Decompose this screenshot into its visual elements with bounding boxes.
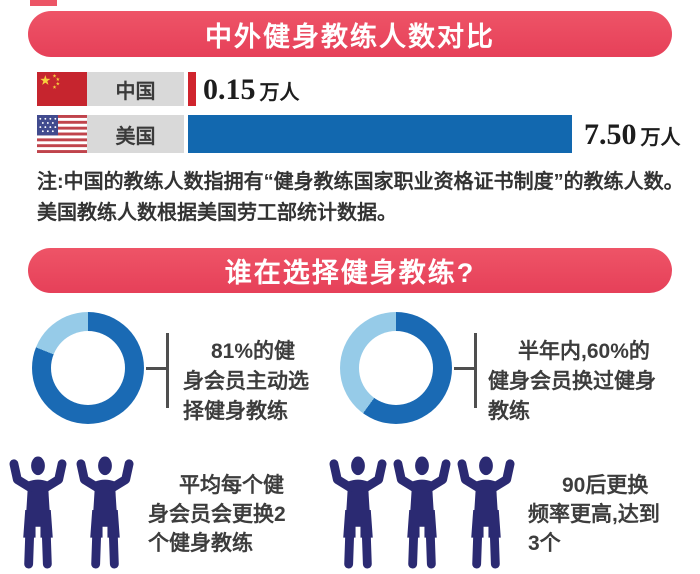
connector-line	[454, 367, 474, 370]
caption-line: 个健身教练	[148, 532, 253, 555]
country-label-usa: 美国	[87, 115, 184, 153]
section1-title-banner: 中外健身教练人数对比	[28, 11, 672, 57]
usa-bar	[188, 115, 572, 153]
section1-title: 中外健身教练人数对比	[205, 21, 495, 52]
flexing-man-icon	[9, 456, 67, 569]
caption-line: 3个	[528, 532, 561, 555]
usa-value: 7.50 万人	[584, 115, 681, 153]
connector-line	[166, 333, 169, 408]
connector-line	[474, 333, 477, 408]
caption-line: 90后更换	[562, 474, 649, 497]
caption-line: 频率更高,达到	[528, 503, 660, 526]
flexing-man-icon	[76, 456, 134, 569]
donut-chart-60-percent	[340, 312, 452, 424]
flexing-man-icon	[393, 456, 451, 569]
figures-right-caption: 90后更换 频率更高,达到 3个	[528, 471, 680, 558]
china-value: 0.15 万人	[203, 72, 300, 106]
caption-line: 择健身教练	[183, 400, 288, 423]
caption-line: 半年内,60%的	[518, 340, 650, 363]
usa-value-unit: 万人	[640, 127, 681, 149]
usa-value-number: 7.50	[584, 118, 637, 151]
donut1-caption: 81%的健 身会员主动选 择健身教练	[183, 337, 325, 427]
usa-flag-icon	[37, 115, 87, 153]
donut2-caption: 半年内,60%的 健身会员换过健身 教练	[488, 337, 662, 427]
donut-hole	[359, 331, 433, 405]
connector-line	[146, 367, 166, 370]
china-bar	[188, 72, 196, 106]
footnote-line-1: 注:中国的教练人数指拥有“健身教练国家职业资格证书制度”的教练人数。	[37, 171, 684, 193]
donut-chart-81-percent	[32, 312, 144, 424]
china-label-text: 中国	[115, 80, 156, 103]
caption-line: 身会员会更换2	[148, 503, 286, 526]
china-flag-icon	[37, 72, 87, 106]
footnote-line-2: 美国教练人数根据美国劳工部统计数据。	[37, 202, 397, 224]
caption-line: 81%的健	[211, 340, 296, 363]
caption-line: 教练	[488, 400, 530, 423]
section2-title-banner: 谁在选择健身教练?	[28, 248, 672, 293]
china-value-unit: 万人	[259, 82, 300, 104]
usa-label-text: 美国	[115, 125, 156, 148]
flexing-man-icon	[457, 456, 515, 569]
caption-line: 平均每个健	[179, 474, 284, 497]
figures-left-caption: 平均每个健 身会员会更换2 个健身教练	[148, 471, 300, 558]
caption-line: 身会员主动选	[183, 370, 309, 393]
bar-chart-footnote: 注:中国的教练人数指拥有“健身教练国家职业资格证书制度”的教练人数。 美国教练人…	[37, 167, 685, 229]
flexing-man-icon	[329, 456, 387, 569]
caption-line: 健身会员换过健身	[488, 370, 656, 393]
top-crop-mark	[30, 0, 57, 6]
country-label-china: 中国	[87, 72, 184, 106]
section2-title: 谁在选择健身教练?	[224, 258, 476, 288]
donut-hole	[51, 331, 125, 405]
china-value-number: 0.15	[203, 73, 256, 106]
